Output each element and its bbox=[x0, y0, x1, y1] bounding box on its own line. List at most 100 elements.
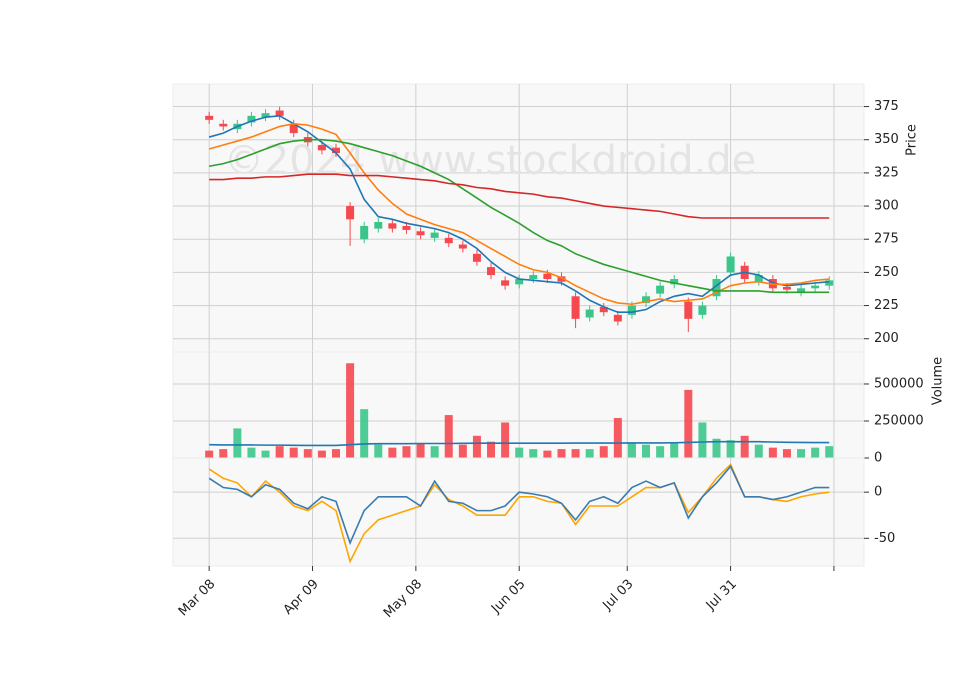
y-tick-label: 500000 bbox=[874, 376, 924, 391]
y-tick-label: 275 bbox=[874, 232, 899, 247]
volume-bar bbox=[698, 422, 707, 458]
volume-bar bbox=[205, 450, 214, 458]
y-tick-label: 350 bbox=[874, 132, 899, 147]
y-tick-label: 250000 bbox=[874, 413, 924, 428]
candle-body bbox=[797, 288, 806, 293]
candle-body bbox=[825, 280, 834, 286]
candle-body bbox=[444, 237, 453, 244]
volume-bar bbox=[360, 409, 369, 458]
volume-bar bbox=[585, 449, 594, 458]
candle-body bbox=[374, 221, 383, 229]
volume-bar bbox=[444, 415, 453, 458]
volume-bar bbox=[402, 446, 411, 458]
panel-background bbox=[172, 457, 865, 567]
line-series bbox=[208, 463, 830, 564]
volume-bar bbox=[416, 443, 425, 458]
candle-body bbox=[515, 279, 524, 285]
candle-body bbox=[346, 206, 355, 220]
candle-body bbox=[726, 256, 735, 273]
volume-bar bbox=[487, 441, 496, 458]
candle-body bbox=[811, 285, 820, 289]
candle-body bbox=[247, 115, 256, 123]
volume-bar bbox=[303, 449, 312, 458]
y-tick-label: 325 bbox=[874, 165, 899, 180]
volume-bar bbox=[642, 444, 651, 458]
volume-bar bbox=[374, 444, 383, 458]
candle-body bbox=[388, 223, 397, 229]
y-tick-label: 0 bbox=[874, 485, 882, 500]
volume-bar bbox=[515, 447, 524, 458]
candle-body bbox=[754, 275, 763, 282]
axis-label: Volume bbox=[931, 357, 946, 405]
volume-bar bbox=[430, 446, 439, 458]
candle-body bbox=[416, 231, 425, 236]
line-series bbox=[208, 464, 830, 546]
candle-body bbox=[261, 113, 270, 118]
candle-body bbox=[487, 267, 496, 276]
volume-bar bbox=[670, 443, 679, 458]
y-tick-label: 300 bbox=[874, 199, 899, 214]
volume-bar bbox=[656, 446, 665, 458]
volume-bar bbox=[599, 446, 608, 458]
y-tick-label: 200 bbox=[874, 331, 899, 346]
volume-bar bbox=[472, 435, 481, 458]
volume-bar bbox=[388, 447, 397, 458]
candle-body bbox=[543, 273, 552, 280]
watermark: ©2024 www.stockdroid.de bbox=[224, 138, 757, 184]
volume-bar bbox=[233, 428, 242, 458]
volume-bar bbox=[458, 444, 467, 458]
candle-body bbox=[585, 309, 594, 318]
candle-body bbox=[627, 305, 636, 315]
candle-body bbox=[782, 286, 791, 290]
volume-bar bbox=[571, 449, 580, 458]
candle-body bbox=[472, 253, 481, 262]
candle-body bbox=[642, 296, 651, 303]
volume-bar bbox=[712, 438, 721, 458]
candle-body bbox=[275, 110, 284, 116]
candle-body bbox=[684, 301, 693, 319]
volume-bar bbox=[557, 449, 566, 458]
volume-bar bbox=[501, 422, 510, 458]
volume-bar bbox=[275, 446, 284, 458]
volume-bar bbox=[726, 440, 735, 458]
volume-bar bbox=[247, 447, 256, 458]
y-tick-label: 0 bbox=[874, 451, 882, 466]
volume-bar bbox=[543, 450, 552, 458]
candle-body bbox=[289, 123, 298, 134]
line-series bbox=[209, 138, 830, 294]
volume-bar bbox=[261, 450, 270, 458]
line-series bbox=[209, 173, 830, 219]
candle-body bbox=[656, 285, 665, 294]
candle-body bbox=[529, 275, 538, 280]
candle-body bbox=[557, 276, 566, 282]
volume-bar bbox=[684, 389, 693, 458]
line-series bbox=[209, 440, 830, 447]
candle-body bbox=[205, 115, 214, 120]
axis-label: Price bbox=[905, 124, 920, 156]
volume-bar bbox=[529, 449, 538, 458]
volume-bar bbox=[768, 447, 777, 458]
y-tick-label: 225 bbox=[874, 298, 899, 313]
panel-background bbox=[172, 351, 865, 459]
candle-body bbox=[317, 145, 326, 151]
volume-bar bbox=[346, 363, 355, 458]
volume-bar bbox=[797, 449, 806, 458]
volume-bar bbox=[317, 450, 326, 458]
candle-body bbox=[219, 123, 228, 127]
candle-body bbox=[670, 279, 679, 285]
line-series bbox=[208, 115, 830, 313]
volume-bar bbox=[289, 447, 298, 458]
volume-bar bbox=[627, 443, 636, 458]
volume-bar bbox=[754, 444, 763, 458]
candle-body bbox=[712, 279, 721, 297]
volume-bar bbox=[332, 449, 341, 458]
y-tick-label: 250 bbox=[874, 265, 899, 280]
y-tick-label: 375 bbox=[874, 99, 899, 114]
candle-body bbox=[599, 306, 608, 313]
candle-body bbox=[698, 305, 707, 315]
volume-bar bbox=[219, 449, 228, 458]
volume-bar bbox=[613, 418, 622, 458]
volume-bar bbox=[782, 449, 791, 458]
candle-body bbox=[402, 225, 411, 230]
